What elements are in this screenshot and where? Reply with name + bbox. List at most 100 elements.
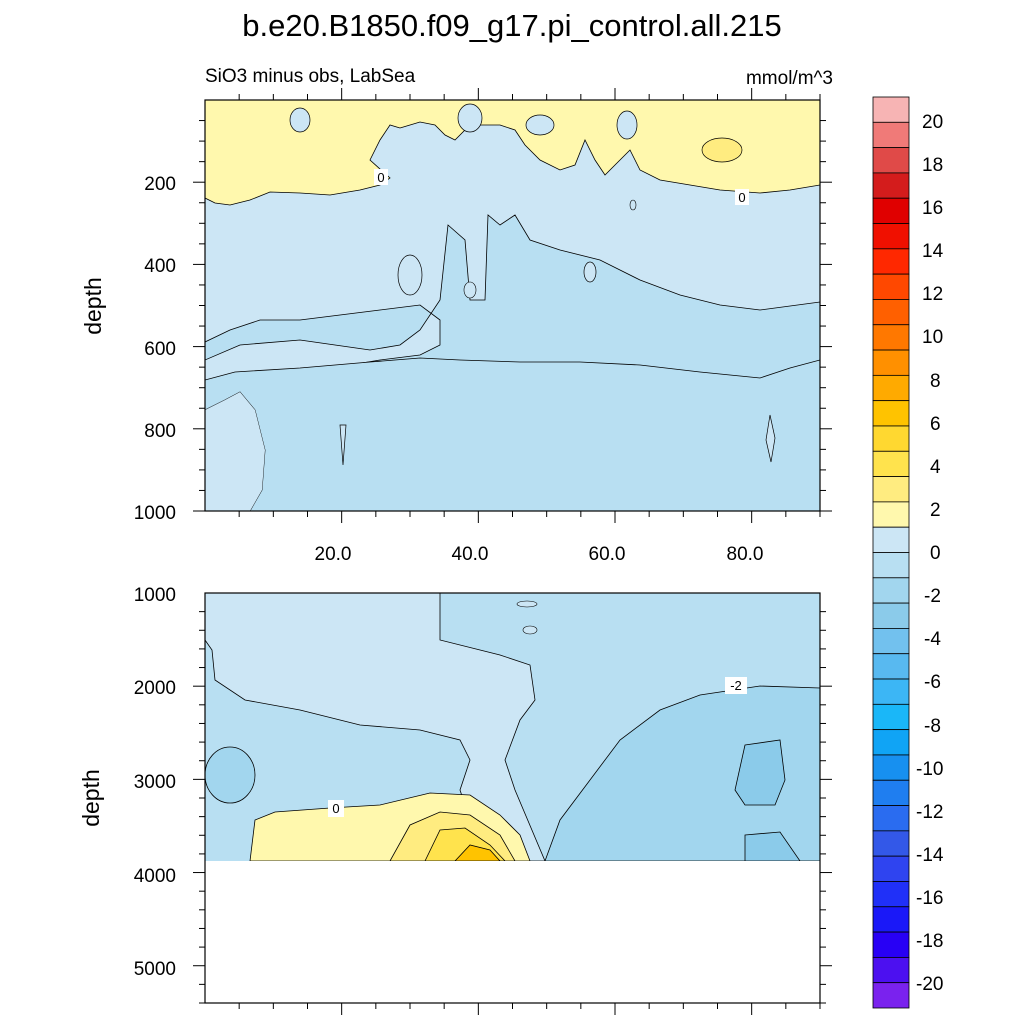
contour-label-box: [328, 800, 344, 817]
lower-ytick-label: 2000: [134, 678, 176, 699]
colorbar-swatch: [872, 703, 910, 731]
lower-band-minus3-west: [205, 746, 256, 804]
upper-band-plus2-patch: [701, 137, 743, 163]
upper-ytick-label: 600: [144, 339, 176, 360]
lower-ytick-label: 1000: [134, 585, 176, 606]
colorbar-swatch: [872, 197, 910, 224]
colorbar-swatch: [872, 248, 910, 275]
colorbar-label: -2: [924, 586, 941, 607]
colorbar-label: 16: [922, 198, 943, 219]
colorbar-label: -12: [916, 802, 943, 823]
lower-ytick-label: 3000: [134, 772, 176, 793]
colorbar: [872, 96, 910, 1009]
upper-ytick-label: 800: [144, 421, 176, 442]
colorbar-label: -16: [916, 888, 943, 909]
colorbar-swatch: [872, 552, 910, 579]
colorbar-label: 0: [930, 543, 941, 564]
lower-contour-fill: [205, 593, 820, 861]
colorbar-label: 18: [922, 155, 943, 176]
upper-xtick-label: 80.0: [727, 544, 764, 565]
colorbar-swatch: [872, 653, 910, 680]
colorbar-label: 14: [922, 241, 944, 262]
lower-blob-2: [516, 600, 538, 608]
chart-title: b.e20.B1850.f09_g17.pi_control.all.215: [242, 8, 782, 43]
upper-blob-6: [463, 281, 477, 299]
colorbar-label: 2: [930, 500, 941, 521]
colorbar-swatch: [872, 982, 910, 1009]
contour-label-box: [735, 189, 749, 205]
colorbar-swatch: [872, 931, 910, 958]
lower-contour-labels: -2 0: [328, 677, 747, 817]
lower-band-minus4: [734, 739, 786, 806]
upper-blob-5: [629, 199, 637, 211]
colorbar-swatch: [872, 450, 910, 477]
upper-ticks: [193, 88, 832, 523]
colorbar-label: -4: [924, 629, 941, 650]
colorbar-swatch: [872, 121, 910, 149]
colorbar-swatch: [872, 577, 910, 604]
contour-label: 0: [738, 190, 745, 205]
contour-label-box: [725, 677, 747, 694]
upper-contour-line: [205, 357, 820, 381]
colorbar-swatch: [872, 374, 910, 402]
colorbar-swatch: [872, 349, 910, 376]
colorbar-swatch: [872, 881, 910, 908]
colorbar-swatch: [872, 324, 910, 351]
colorbar-swatch: [872, 729, 910, 756]
upper-panel: 0 0 200 400 600 800 1000 20.0 40.0 60.0 …: [80, 88, 832, 565]
lower-ytick-label: 5000: [134, 959, 176, 980]
colorbar-label: -6: [924, 672, 941, 693]
contour-label-box: [374, 169, 388, 185]
colorbar-swatch: [872, 273, 910, 300]
contour-label: 0: [377, 170, 384, 185]
colorbar-swatch: [872, 96, 910, 123]
upper-blob-4: [583, 261, 597, 283]
colorbar-swatch: [872, 602, 910, 629]
lower-ticks: [193, 611, 832, 1015]
colorbar-swatch: [872, 830, 910, 857]
colorbar-label: -10: [916, 759, 943, 780]
upper-ytick-label: 1000: [134, 503, 176, 524]
colorbar-labels: 20 18 16 14 12 10 8 6 4 2 0 -2 -4 -6 -8 …: [916, 112, 944, 995]
lower-panel: -2 0 1000 2000 3000 4000 5000 depth: [78, 585, 832, 1015]
colorbar-label: 10: [922, 327, 943, 348]
lower-ylabel: depth: [78, 769, 104, 827]
colorbar-swatch: [872, 172, 910, 199]
upper-blob-3: [397, 254, 423, 296]
upper-band-light-west-fill: [205, 392, 265, 511]
colorbar-swatch: [872, 299, 910, 326]
colorbar-label: -14: [916, 845, 944, 866]
contour-label: 0: [332, 801, 339, 816]
upper-hole-4: [289, 107, 311, 133]
colorbar-swatch: [872, 628, 910, 655]
colorbar-swatch: [872, 501, 910, 528]
upper-xtick-label: 20.0: [315, 544, 352, 565]
colorbar-swatch: [872, 678, 910, 705]
upper-hole-2: [616, 110, 638, 140]
upper-xtick-label: 60.0: [589, 544, 626, 565]
lower-blob-1: [522, 625, 538, 635]
upper-ytick-label: 200: [144, 174, 176, 195]
upper-ylabel: depth: [80, 277, 106, 335]
colorbar-swatch: [872, 223, 910, 250]
upper-xtick-label: 40.0: [452, 544, 489, 565]
upper-hole-3: [525, 114, 555, 136]
colorbar-label: 4: [930, 457, 941, 478]
upper-ytick-label: 400: [144, 256, 176, 277]
chart-subtitle-left: SiO3 minus obs, LabSea: [205, 66, 416, 87]
colorbar-label: -20: [916, 974, 943, 995]
colorbar-swatch: [872, 147, 910, 174]
lower-band-minus4-b: [744, 831, 801, 861]
colorbar-label: 6: [930, 414, 941, 435]
colorbar-label: 8: [930, 371, 941, 392]
colorbar-swatch: [872, 956, 910, 984]
colorbar-label: -18: [916, 931, 943, 952]
contour-label: -2: [730, 678, 742, 693]
colorbar-swatch: [872, 476, 910, 503]
upper-contour-labels: 0 0: [374, 169, 749, 205]
upper-band-minus2-lower: [205, 358, 820, 511]
colorbar-label: -8: [924, 716, 941, 737]
colorbar-swatch: [872, 855, 910, 882]
colorbar-swatch: [872, 754, 910, 781]
upper-blob-1: [339, 424, 347, 466]
